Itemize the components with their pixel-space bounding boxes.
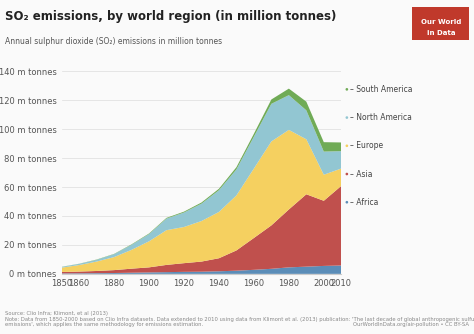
Text: OurWorldInData.org/air-pollution • CC BY-SA: OurWorldInData.org/air-pollution • CC BY…: [353, 322, 469, 327]
Text: – South America: – South America: [350, 85, 412, 94]
Text: Our World: Our World: [420, 19, 461, 25]
Text: – Africa: – Africa: [350, 198, 378, 207]
Text: Annual sulphur dioxide (SO₂) emissions in million tonnes: Annual sulphur dioxide (SO₂) emissions i…: [5, 37, 222, 46]
Text: – Asia: – Asia: [350, 170, 372, 178]
Text: – North America: – North America: [350, 113, 411, 122]
Text: Source: Clio Infra; Klimont, et al (2013)
Note: Data from 1850-2000 based on Cli: Source: Clio Infra; Klimont, et al (2013…: [5, 311, 474, 327]
Text: – Europe: – Europe: [350, 141, 383, 150]
Text: in Data: in Data: [427, 30, 455, 36]
Text: SO₂ emissions, by world region (in million tonnes): SO₂ emissions, by world region (in milli…: [5, 10, 336, 23]
